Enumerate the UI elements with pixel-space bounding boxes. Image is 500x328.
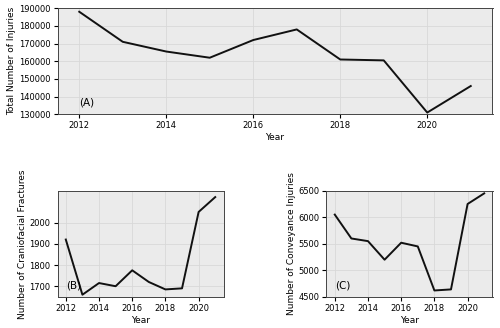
Y-axis label: Number of Craniofacial Fractures: Number of Craniofacial Fractures: [18, 169, 26, 318]
Y-axis label: Number of Conveyance Injuries: Number of Conveyance Injuries: [286, 172, 296, 315]
X-axis label: Year: Year: [131, 316, 150, 325]
X-axis label: Year: Year: [266, 133, 284, 142]
Text: (C): (C): [335, 280, 350, 291]
Y-axis label: Total Number of Injuries: Total Number of Injuries: [7, 7, 16, 115]
Text: (A): (A): [79, 98, 94, 108]
X-axis label: Year: Year: [400, 316, 419, 325]
Text: (B): (B): [66, 280, 81, 291]
